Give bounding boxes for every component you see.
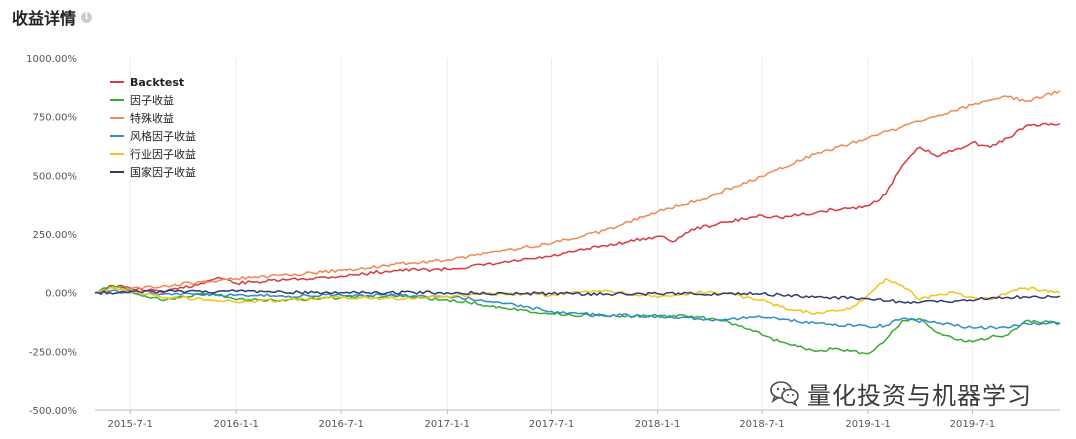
legend-label[interactable]: 特殊收益 bbox=[130, 111, 174, 125]
series-line bbox=[94, 284, 1061, 355]
x-tick-label: 2017-1-1 bbox=[425, 419, 470, 430]
x-tick-label: 2016-7-1 bbox=[318, 419, 363, 430]
y-tick-label: 1000.00% bbox=[26, 54, 77, 65]
legend-label[interactable]: Backtest bbox=[130, 76, 184, 89]
x-tick-label: 2017-7-1 bbox=[529, 419, 574, 430]
legend-label[interactable]: 风格因子收益 bbox=[130, 129, 196, 143]
watermark-text: 量化投资与机器学习 bbox=[807, 381, 1032, 410]
y-tick-label: -500.00% bbox=[29, 406, 77, 417]
wechat-icon bbox=[770, 381, 799, 406]
series-line bbox=[94, 289, 1061, 330]
series-layer bbox=[94, 90, 1061, 355]
header: 收益详情 i bbox=[12, 6, 93, 28]
y-tick-label: 250.00% bbox=[33, 230, 78, 241]
series-line bbox=[94, 122, 1061, 294]
x-tick-label: 2018-1-1 bbox=[635, 419, 680, 430]
page-title: 收益详情 bbox=[12, 9, 77, 28]
legend-label[interactable]: 因子收益 bbox=[130, 93, 174, 107]
x-tick-label: 2015-7-1 bbox=[107, 419, 152, 430]
y-tick-label: 750.00% bbox=[33, 113, 78, 124]
info-icon[interactable]: i bbox=[81, 11, 93, 23]
legend-label[interactable]: 行业因子收益 bbox=[130, 147, 196, 161]
x-tick-label: 2019-7-1 bbox=[950, 419, 995, 430]
series-line bbox=[94, 90, 1061, 294]
y-tick-label: -250.00% bbox=[29, 347, 77, 358]
x-tick-label: 2018-7-1 bbox=[739, 419, 784, 430]
series-line bbox=[94, 289, 1061, 305]
x-tick-label: 2019-1-1 bbox=[845, 419, 890, 430]
y-tick-label: 0.00% bbox=[45, 289, 77, 300]
legend-label[interactable]: 国家因子收益 bbox=[130, 165, 196, 179]
x-tick-label: 2016-1-1 bbox=[214, 419, 259, 430]
axis-layer: 2015-7-1 2016-1-1 2016-7-1 2017-1-1 2017-7-1… bbox=[26, 54, 1060, 430]
watermark: 量化投资与机器学习 bbox=[770, 376, 1032, 410]
series-line bbox=[94, 277, 1061, 315]
y-tick-label: 500.00% bbox=[33, 171, 78, 182]
grid-layer bbox=[129, 58, 973, 410]
